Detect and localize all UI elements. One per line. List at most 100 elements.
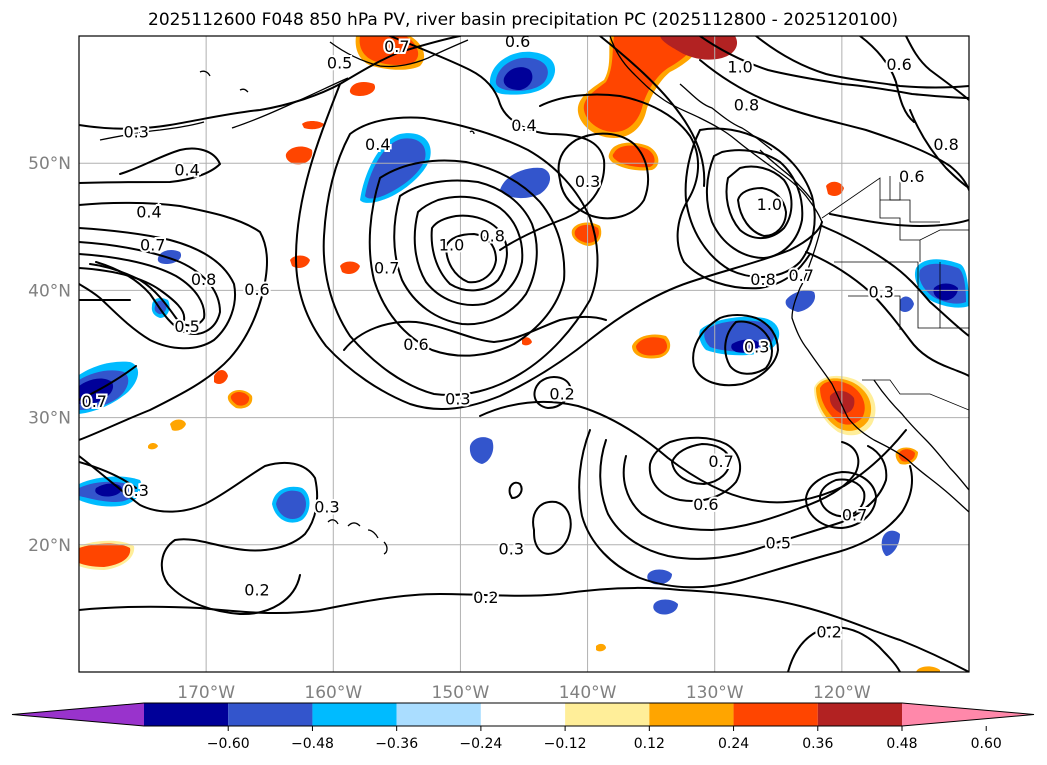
precip-negative-patch [365,138,426,199]
longitude-label: 150°W [432,683,490,703]
pv-contour [79,241,221,335]
pv-contour [599,36,706,187]
pv-contour [389,36,606,251]
pv-contour [79,36,461,130]
contour-label: 1.0 [439,236,464,255]
colorbar-segment [228,703,313,726]
contour-label: 0.7 [842,505,867,524]
contour-label: 0.3 [869,283,894,302]
latitude-label: 20°N [28,536,71,556]
contour-label: 0.3 [314,498,339,517]
pv-contour [909,109,969,189]
longitude-labels: 170°W 160°W 150°W 140°W 130°W 120°W [177,683,871,703]
coastline [759,149,813,201]
colorbar-outline [11,702,1035,727]
precip-positive-patch [148,443,158,450]
pv-contour [445,233,497,284]
contour-label: 0.2 [244,580,269,599]
precip-positive-patch [285,146,313,165]
border-line [862,379,969,411]
border-line [834,261,969,329]
pv-contour [79,147,221,184]
precip-negative-patch [647,569,672,585]
pv-contour [599,439,888,560]
pv-contour [539,93,811,290]
pv-contour [699,36,969,99]
contour-label: 0.3 [744,337,769,356]
pv-contours [79,36,969,672]
pv-contour [79,267,186,321]
border-line [880,180,901,201]
colorbar-segment [480,703,566,726]
border-line [821,177,969,241]
contour-label: 0.5 [766,533,791,552]
pv-contour [79,227,236,350]
contour-labels: 0.3 0.4 0.4 0.7 0.8 0.6 0.5 0.7 0.3 0.3 0.2 0.5 0.7 0… [80,32,961,643]
contour-label: 0.8 [750,270,775,289]
pv-contour [829,213,969,227]
contour-label: 0.4 [174,161,199,180]
precip-positive-patch [359,36,419,65]
contour-label: 0.7 [374,259,399,278]
pv-contour [737,187,787,237]
pv-contour [368,159,566,357]
pv-contour [322,116,599,396]
contour-label: 0.6 [244,280,269,299]
border-line [889,176,940,223]
pv-contour [532,500,572,555]
pv-contour [819,478,866,518]
longitude-label: 130°W [686,683,744,703]
contour-label: 0.2 [549,384,574,403]
precip-negative-patch [500,167,551,199]
colorbar-segment [12,703,144,726]
pv-contour [479,400,907,504]
precip-positive-patch [340,261,360,274]
colorbar: −0.60 −0.48 −0.36 −0.24 −0.12 0.12 0.24 0.36 0.4… [11,702,1035,752]
colorbar-tick-label: 0.36 [802,736,833,752]
contour-label: 0.7 [140,236,165,255]
contour-label: 1.0 [757,195,782,214]
map-frame [78,35,970,673]
latitude-label: 30°N [28,409,71,429]
coastline [609,36,969,513]
pv-contour [622,441,860,531]
pv-contour [905,36,969,101]
contour-label: 0.7 [384,37,409,56]
contour-label: 0.3 [499,540,524,559]
figure-title: 2025112600 F048 850 hPa PV, river basin … [148,10,898,30]
longitude-label: 120°W [813,683,871,703]
contour-label: 0.2 [473,588,498,607]
contour-label: 0.8 [191,270,216,289]
contour-label: 0.6 [403,335,428,354]
pv-contour [821,225,969,337]
pv-contour [79,201,268,441]
precip-positive-patch [583,36,697,132]
contour-label: 0.6 [505,32,530,51]
pv-contour [79,586,969,672]
pv-contour [725,165,793,239]
contour-label: 0.8 [933,135,958,154]
precip-positive-patch [660,36,738,60]
longitude-label: 170°W [177,683,235,703]
precip-negative-patch [503,67,533,90]
precip-positive-patch [230,391,250,406]
precip-negative-patch [731,339,760,353]
border-line [848,295,901,330]
political-borders [821,176,969,411]
contour-label: 0.3 [445,390,470,409]
coastline [873,379,969,491]
pv-contour [671,443,731,485]
contour-label: 0.3 [575,172,600,191]
pv-contour [805,471,877,529]
precip-negative-patch [95,483,122,497]
pv-contour [684,127,816,278]
pv-contour [79,461,137,489]
colorbar-segment [902,703,1034,726]
contour-label: 0.5 [174,317,199,336]
border-line [919,240,941,328]
pv-contour [859,36,915,123]
contour-label: 0.7 [788,266,813,285]
map-panel: 0.3 0.4 0.4 0.7 0.8 0.6 0.5 0.7 0.3 0.3 0.2 0.5 0.7 0… [79,32,969,672]
pv-contour [755,36,969,89]
precip-positive-patch [214,370,228,384]
